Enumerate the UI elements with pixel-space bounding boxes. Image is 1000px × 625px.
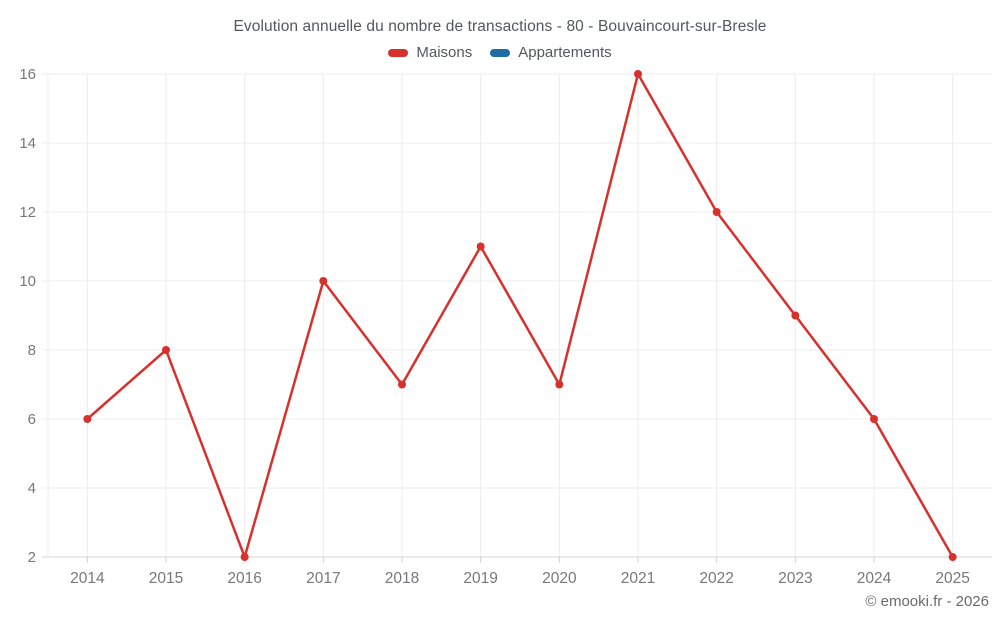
y-tick-label-12: 12	[19, 204, 36, 221]
y-tick-label-2: 2	[28, 549, 36, 566]
data-point-maisons-2020[interactable]	[555, 380, 564, 389]
y-tick-label-6: 6	[28, 411, 36, 428]
data-point-maisons-2014[interactable]	[83, 415, 92, 423]
x-tick-label-2025: 2025	[935, 570, 969, 587]
appartements-series-swatch	[490, 48, 511, 57]
data-point-maisons-2025[interactable]	[948, 553, 957, 561]
appartements-legend-label: Appartements	[518, 44, 612, 61]
y-tick-label-8: 8	[28, 342, 36, 359]
chart-title: Evolution annuelle du nombre de transact…	[233, 18, 767, 35]
data-point-maisons-2015[interactable]	[162, 346, 170, 354]
x-tick-label-2017: 2017	[306, 570, 340, 587]
x-tick-label-2015: 2015	[149, 570, 183, 587]
legend-item-maisons[interactable]: Maisons	[388, 44, 472, 61]
data-point-maisons-2022[interactable]	[712, 208, 721, 216]
copyright-text: © emooki.fr - 2026	[865, 593, 989, 610]
data-point-maisons-2019[interactable]	[476, 242, 485, 251]
series-line-maisons	[86, 72, 954, 559]
maisons-series-swatch	[388, 48, 409, 57]
x-tick-label-2019: 2019	[463, 570, 497, 587]
y-tick-label-4: 4	[28, 480, 36, 497]
x-tick-label-2016: 2016	[227, 570, 261, 587]
data-point-maisons-2016[interactable]	[240, 553, 249, 561]
x-tick-label-2020: 2020	[542, 570, 577, 587]
y-tick-label-14: 14	[19, 135, 36, 152]
x-tick-label-2023: 2023	[778, 570, 812, 587]
x-tick-label-2021: 2021	[621, 570, 655, 587]
y-tick-label-10: 10	[19, 273, 36, 290]
legend-item-appartements[interactable]: Appartements	[490, 44, 612, 61]
data-point-maisons-2017[interactable]	[319, 277, 328, 285]
data-point-maisons-2023[interactable]	[791, 311, 800, 320]
x-tick-label-2024: 2024	[857, 570, 892, 587]
data-point-maisons-2021[interactable]	[634, 70, 642, 78]
data-point-maisons-2024[interactable]	[870, 415, 878, 423]
x-tick-label-2018: 2018	[385, 570, 419, 587]
x-tick-label-2022: 2022	[699, 570, 733, 587]
legend: Maisons Appartements	[0, 44, 1000, 61]
y-tick-label-16: 16	[19, 66, 36, 83]
x-tick-label-2014: 2014	[70, 570, 105, 587]
data-point-maisons-2018[interactable]	[398, 380, 406, 389]
maisons-legend-label: Maisons	[416, 44, 473, 61]
